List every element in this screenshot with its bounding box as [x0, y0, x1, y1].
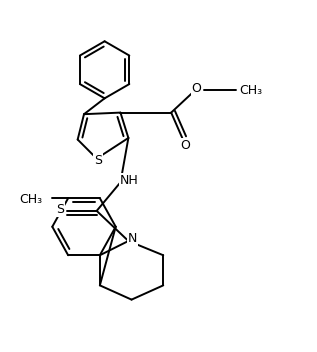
Text: S: S — [94, 154, 102, 166]
Text: O: O — [180, 139, 191, 152]
Text: S: S — [56, 203, 64, 216]
Text: NH: NH — [120, 174, 139, 187]
Text: N: N — [127, 232, 137, 245]
Text: O: O — [191, 82, 202, 95]
Text: CH₃: CH₃ — [20, 193, 43, 206]
Text: CH₃: CH₃ — [239, 84, 262, 97]
